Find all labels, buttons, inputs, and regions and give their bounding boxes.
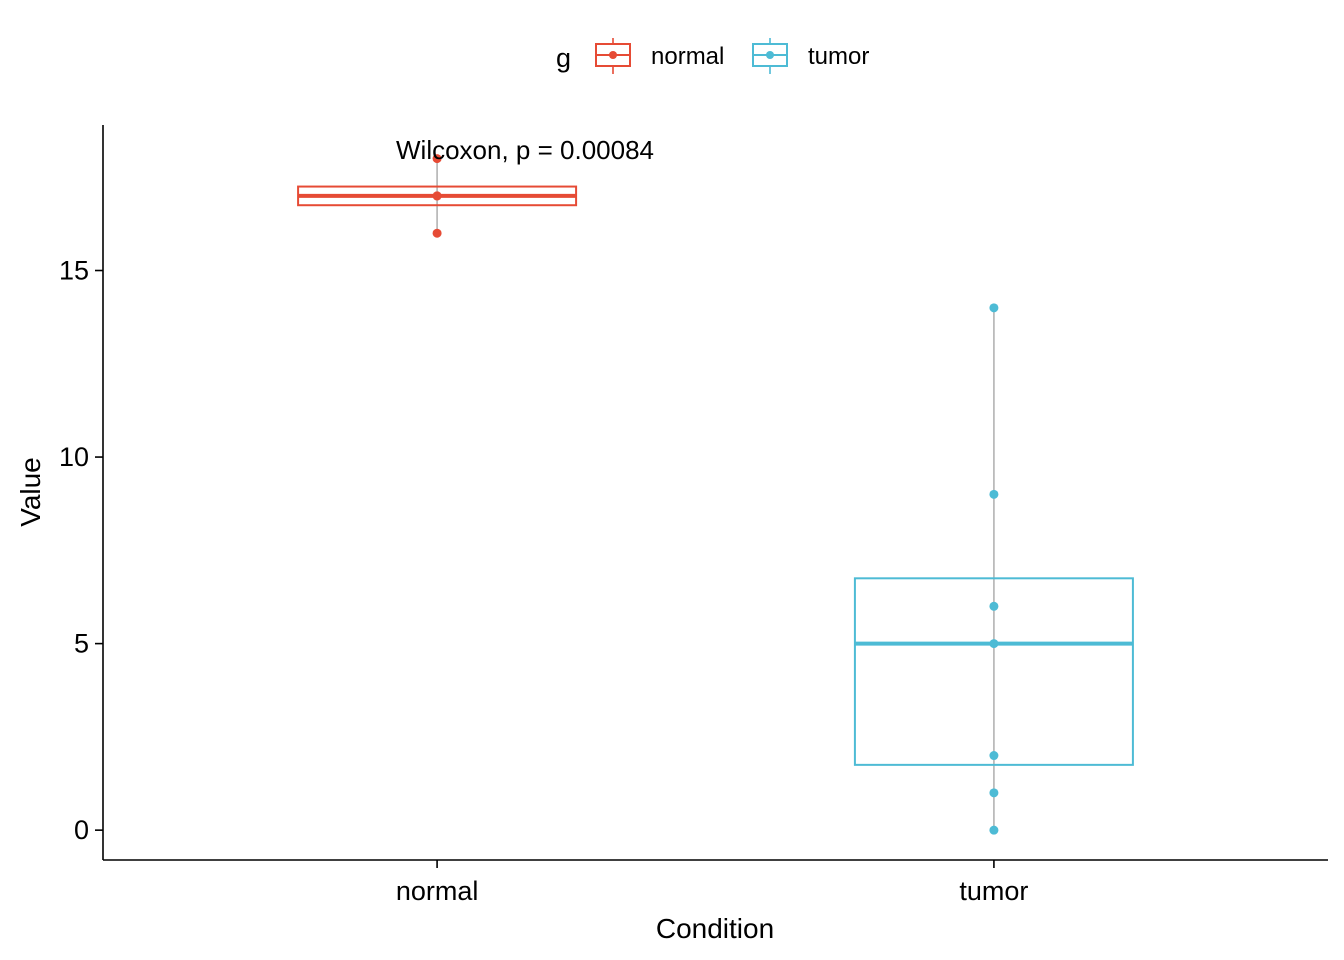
point-normal — [432, 228, 442, 238]
point-tumor — [989, 601, 999, 611]
y-tick-label: 15 — [59, 256, 89, 286]
legend-item-normal: normal — [595, 38, 724, 74]
axes: 0 5 10 15 normal tumor Condition Value — [15, 125, 1328, 944]
legend-label-normal: normal — [651, 43, 724, 70]
y-tick-label: 10 — [59, 442, 89, 472]
box-tumor — [853, 577, 1134, 766]
legend-item-tumor: tumor — [752, 38, 869, 74]
y-tick-label: 5 — [74, 629, 89, 659]
stat-annotation: Wilcoxon, p = 0.00084 — [396, 135, 654, 165]
point-tumor — [989, 303, 999, 313]
legend-label-tumor: tumor — [808, 43, 869, 70]
legend-key-point — [609, 51, 617, 59]
plot-area — [297, 154, 1134, 835]
y-tick-label: 0 — [74, 815, 89, 845]
legend-title: g — [556, 43, 571, 73]
y-axis-title: Value — [15, 457, 46, 527]
x-tick-label-normal: normal — [396, 876, 479, 906]
x-axis-title: Condition — [656, 913, 774, 944]
legend-key-point — [766, 51, 774, 59]
legend: g normal tumor — [556, 38, 869, 74]
point-tumor — [989, 788, 999, 798]
point-tumor — [989, 639, 999, 649]
point-tumor — [989, 751, 999, 761]
point-tumor — [989, 825, 999, 835]
x-tick-label-tumor: tumor — [959, 876, 1028, 906]
point-normal — [432, 191, 442, 201]
point-tumor — [989, 489, 999, 499]
point-normal — [432, 154, 442, 164]
